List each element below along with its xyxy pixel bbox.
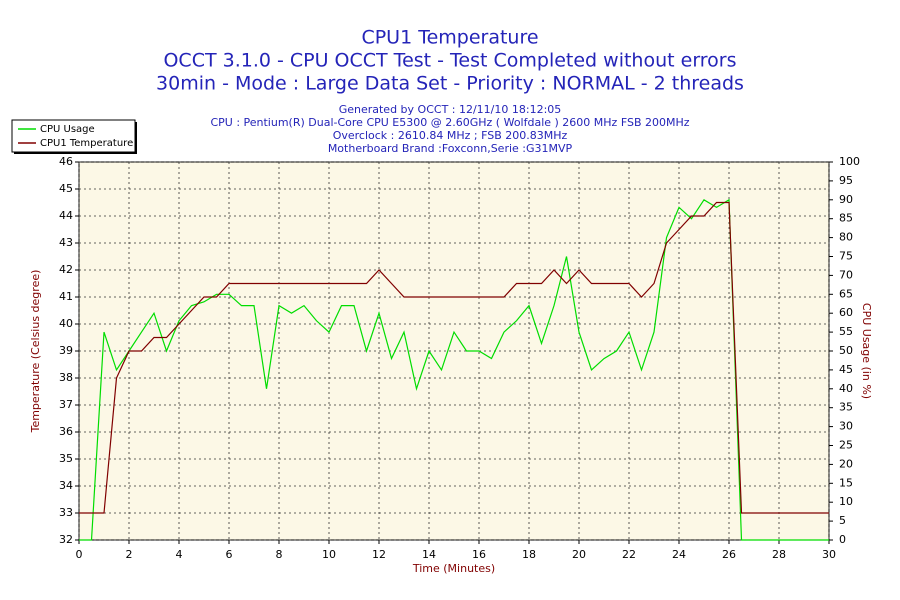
x-tick-label: 24 xyxy=(672,548,686,561)
series-line xyxy=(79,198,829,541)
y2-tick-label: 30 xyxy=(839,420,853,433)
info-line: Motherboard Brand :Foxconn,Serie :G31MVP xyxy=(328,142,573,155)
y-tick-label: 33 xyxy=(59,506,73,519)
y-tick-label: 38 xyxy=(59,371,73,384)
legend-label: CPU1 Temperature xyxy=(40,138,133,149)
y-tick-label: 39 xyxy=(59,344,73,357)
y2-tick-label: 100 xyxy=(839,155,860,168)
y-tick-label: 42 xyxy=(59,263,73,276)
chart-subtitle: OCCT 3.1.0 - CPU OCCT Test - Test Comple… xyxy=(163,50,736,72)
x-tick-label: 28 xyxy=(772,548,786,561)
y2-tick-label: 35 xyxy=(839,401,853,414)
y-tick-label: 40 xyxy=(59,317,73,330)
y-tick-label: 44 xyxy=(59,209,73,222)
y-tick-label: 41 xyxy=(59,290,73,303)
y2-tick-label: 20 xyxy=(839,457,853,470)
chart-title: CPU1 Temperature xyxy=(361,27,538,49)
y2-axis-label: CPU Usage (in %) xyxy=(860,303,873,399)
y2-tick-label: 70 xyxy=(839,268,853,281)
x-tick-label: 22 xyxy=(622,548,636,561)
y-tick-label: 32 xyxy=(59,533,73,546)
legend-label: CPU Usage xyxy=(40,124,95,135)
info-line: Generated by OCCT : 12/11/10 18:12:05 xyxy=(339,103,562,116)
y-tick-label: 35 xyxy=(59,452,73,465)
legend-box xyxy=(11,119,136,153)
x-tick-label: 6 xyxy=(226,548,233,561)
y2-tick-label: 5 xyxy=(839,514,846,527)
x-axis-label: Time (Minutes) xyxy=(412,562,495,575)
x-tick-label: 26 xyxy=(722,548,736,561)
y-tick-label: 43 xyxy=(59,236,73,249)
x-tick-label: 14 xyxy=(422,548,436,561)
y2-tick-label: 25 xyxy=(839,439,853,452)
y2-tick-label: 75 xyxy=(839,250,853,263)
x-tick-label: 20 xyxy=(572,548,586,561)
y2-tick-label: 0 xyxy=(839,533,846,546)
y2-tick-label: 45 xyxy=(839,363,853,376)
x-tick-label: 0 xyxy=(76,548,83,561)
x-tick-label: 8 xyxy=(276,548,283,561)
x-tick-label: 2 xyxy=(126,548,133,561)
y-tick-label: 37 xyxy=(59,398,73,411)
x-tick-label: 12 xyxy=(372,548,386,561)
x-tick-label: 18 xyxy=(522,548,536,561)
series-line xyxy=(79,201,829,514)
y2-tick-label: 55 xyxy=(839,325,853,338)
y2-tick-label: 65 xyxy=(839,287,853,300)
y2-tick-label: 40 xyxy=(839,382,853,395)
y-tick-label: 34 xyxy=(59,479,73,492)
y-tick-label: 46 xyxy=(59,155,73,168)
info-line: Overclock : 2610.84 MHz ; FSB 200.83MHz xyxy=(333,129,568,142)
y2-tick-label: 85 xyxy=(839,212,853,225)
y2-tick-label: 80 xyxy=(839,231,853,244)
y2-tick-label: 10 xyxy=(839,495,853,508)
x-tick-label: 30 xyxy=(822,548,836,561)
y-tick-label: 45 xyxy=(59,182,73,195)
info-line: CPU : Pentium(R) Dual-Core CPU E5300 @ 2… xyxy=(210,116,689,129)
x-tick-label: 16 xyxy=(472,548,486,561)
y2-tick-label: 50 xyxy=(839,344,853,357)
chart-subtitle: 30min - Mode : Large Data Set - Priority… xyxy=(156,73,744,95)
x-tick-label: 10 xyxy=(322,548,336,561)
y2-tick-label: 15 xyxy=(839,476,853,489)
y2-tick-label: 90 xyxy=(839,193,853,206)
y-axis-label: Temperature (Celsius degree) xyxy=(29,270,42,434)
y-tick-label: 36 xyxy=(59,425,73,438)
y2-tick-label: 60 xyxy=(839,306,853,319)
y2-tick-label: 95 xyxy=(839,174,853,187)
x-tick-label: 4 xyxy=(176,548,183,561)
